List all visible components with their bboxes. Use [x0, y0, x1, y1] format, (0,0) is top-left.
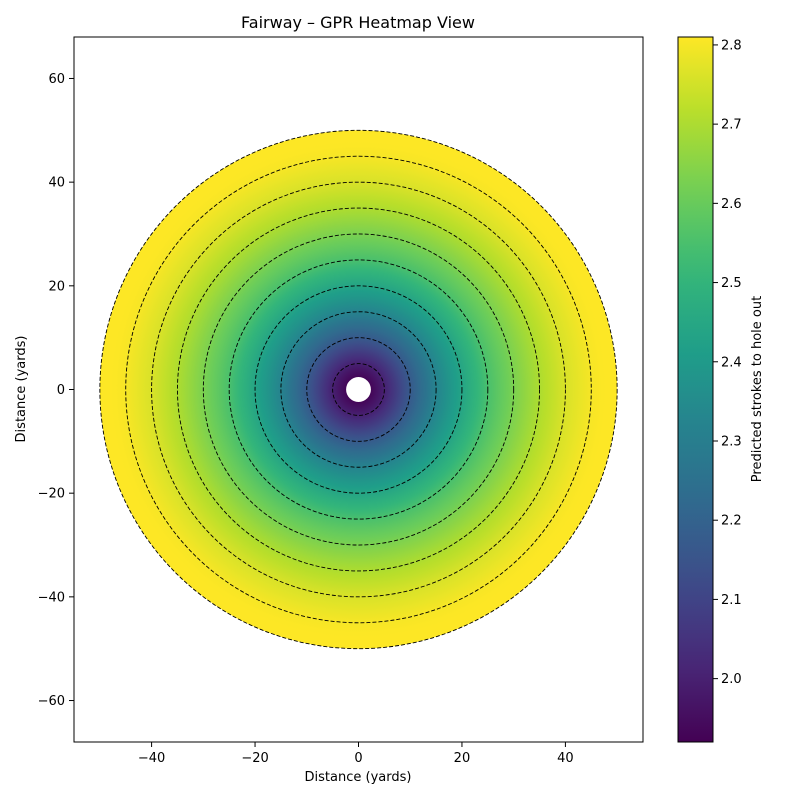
contour-ring — [306, 337, 411, 442]
colorbar-tick-label: 2.2 — [721, 514, 742, 529]
chart-title: Fairway – GPR Heatmap View — [241, 13, 475, 32]
y-tick-label: 60 — [48, 72, 65, 87]
x-tick-label: −40 — [138, 751, 165, 766]
y-tick-label: −40 — [38, 590, 65, 605]
x-axis: −40 −20 0 20 40 — [138, 742, 574, 766]
contour-ring — [228, 259, 489, 520]
contour-ring — [177, 207, 540, 572]
x-tick-label: 40 — [557, 751, 574, 766]
y-tick-label: −20 — [38, 487, 65, 502]
contour-ring — [202, 233, 515, 546]
colorbar-tick-label: 2.4 — [721, 355, 742, 370]
contour-ring — [280, 311, 437, 468]
y-tick-label: 40 — [48, 176, 65, 191]
colorbar-tick-label: 2.7 — [721, 118, 742, 133]
contour-ring — [254, 285, 463, 494]
colorbar-tick-label: 2.1 — [721, 593, 742, 608]
colorbar-tick-label: 2.6 — [721, 197, 742, 212]
x-tick-label: 0 — [354, 751, 362, 766]
y-tick-label: −60 — [38, 694, 65, 709]
colorbar-tick-label: 2.3 — [721, 434, 742, 449]
contour-ring — [151, 181, 566, 598]
colorbar-bar — [677, 36, 714, 743]
x-tick-label: 20 — [454, 751, 471, 766]
contour-ring — [125, 155, 592, 624]
y-tick-label: 0 — [57, 383, 65, 398]
plot-area — [99, 129, 618, 650]
colorbar-tick-label: 2.0 — [721, 672, 742, 687]
colorbar-label: Predicted strokes to hole out — [750, 296, 765, 482]
contour-ring — [332, 363, 385, 416]
x-axis-label: Distance (yards) — [305, 770, 412, 785]
colorbar-tick-label: 2.5 — [721, 276, 742, 291]
y-tick-label: 20 — [48, 279, 65, 294]
x-tick-label: −20 — [241, 751, 268, 766]
y-axis: −60 −40 −20 0 20 40 60 — [38, 72, 74, 709]
colorbar-ticks: 2.0 2.1 2.2 2.3 2.4 2.5 2.6 2.7 2.8 — [713, 38, 742, 687]
hole-marker — [346, 377, 371, 402]
colorbar-tick-label: 2.8 — [721, 38, 742, 53]
contour-ring — [99, 129, 618, 650]
y-axis-label: Distance (yards) — [14, 336, 29, 443]
